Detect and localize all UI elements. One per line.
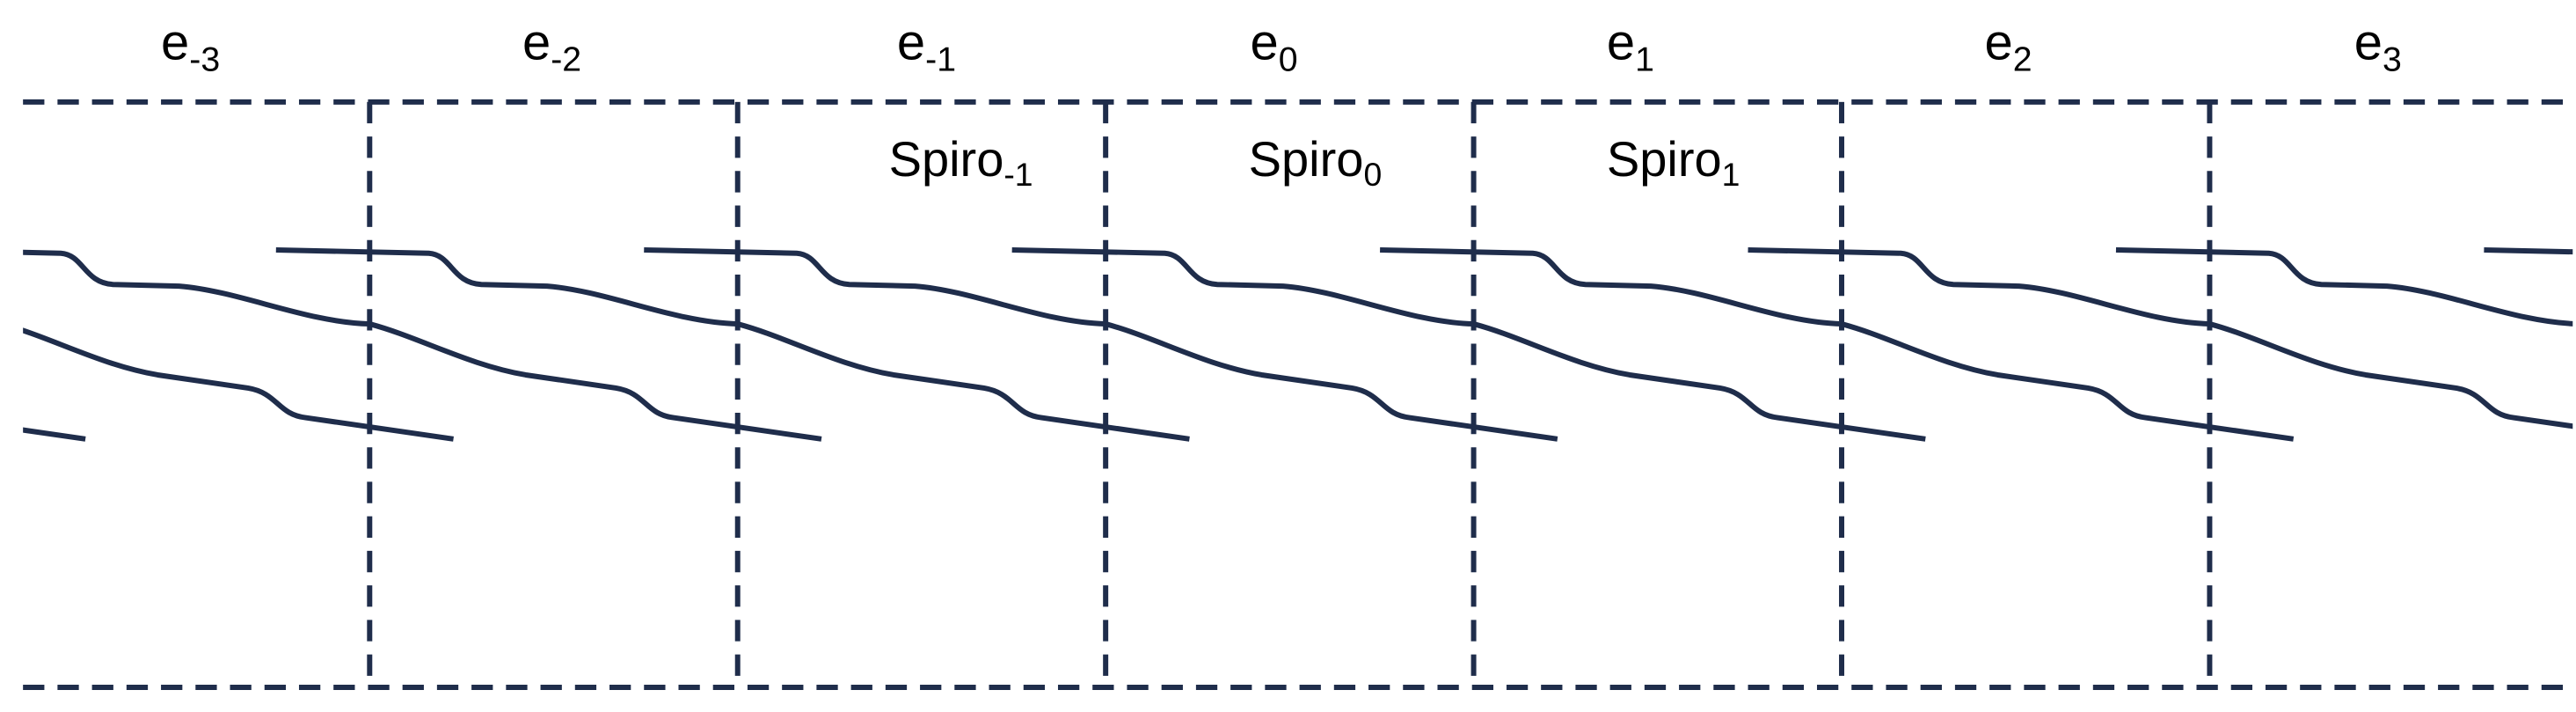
cell-label-base: e bbox=[522, 14, 551, 70]
spiro-label-base: Spiro bbox=[1249, 131, 1364, 187]
cell-label: e-3 bbox=[161, 14, 220, 78]
spiro-label-sub: 1 bbox=[1722, 156, 1740, 193]
polymer-chains bbox=[0, 247, 2573, 442]
cell-label-base: e bbox=[897, 14, 925, 70]
chain-lower bbox=[736, 321, 1190, 442]
cell-label-base: e bbox=[161, 14, 189, 70]
cell-label-base: e bbox=[1251, 14, 1279, 70]
chain-upper bbox=[1380, 247, 1843, 327]
chain-lower bbox=[1105, 321, 1558, 442]
cell-label-sub: 1 bbox=[1635, 40, 1654, 78]
chain-lower bbox=[23, 427, 86, 442]
chain-upper bbox=[275, 247, 738, 327]
cell-label-sub: 3 bbox=[2383, 40, 2402, 78]
chain-lower bbox=[2208, 321, 2573, 429]
spiro-label: Spiro-1 bbox=[889, 131, 1033, 193]
cell-label-sub: -2 bbox=[551, 40, 581, 78]
cell-label: e-1 bbox=[897, 14, 956, 78]
chain-lower bbox=[1841, 321, 2295, 442]
cell-label: e0 bbox=[1251, 14, 1298, 78]
cell-label-sub: -1 bbox=[925, 40, 956, 78]
spiro-label: Spiro0 bbox=[1249, 131, 1383, 193]
cell-label-sub: 2 bbox=[2013, 40, 2032, 78]
chain-upper bbox=[2115, 247, 2573, 327]
spiro-label: Spiro1 bbox=[1607, 131, 1740, 193]
chain-upper bbox=[1748, 247, 2210, 327]
cell-label-base: e bbox=[1607, 14, 1635, 70]
chain-lower bbox=[369, 321, 822, 442]
spiro-label-sub: -1 bbox=[1003, 156, 1033, 193]
cell-label-base: e bbox=[1985, 14, 2013, 70]
chain-lower bbox=[23, 327, 454, 442]
chain-upper bbox=[1011, 247, 1474, 327]
cell-label: e1 bbox=[1607, 14, 1654, 78]
chain-lower bbox=[1472, 321, 1926, 442]
cell-dividers bbox=[367, 101, 2213, 687]
cell-label-sub: 0 bbox=[1279, 40, 1298, 78]
chain-upper bbox=[0, 250, 2, 324]
cell-label: e2 bbox=[1985, 14, 2032, 78]
spiro-label-base: Spiro bbox=[1607, 131, 1722, 187]
cell-label-base: e bbox=[2354, 14, 2383, 70]
chain-upper bbox=[23, 249, 370, 327]
cell-label: e-2 bbox=[522, 14, 581, 78]
spiro-label-sub: 0 bbox=[1363, 156, 1382, 193]
cell-label: e3 bbox=[2354, 14, 2402, 78]
spiro-label-base: Spiro bbox=[889, 131, 1004, 187]
cell-label-sub: -3 bbox=[189, 40, 220, 78]
chain-upper bbox=[644, 247, 1106, 327]
